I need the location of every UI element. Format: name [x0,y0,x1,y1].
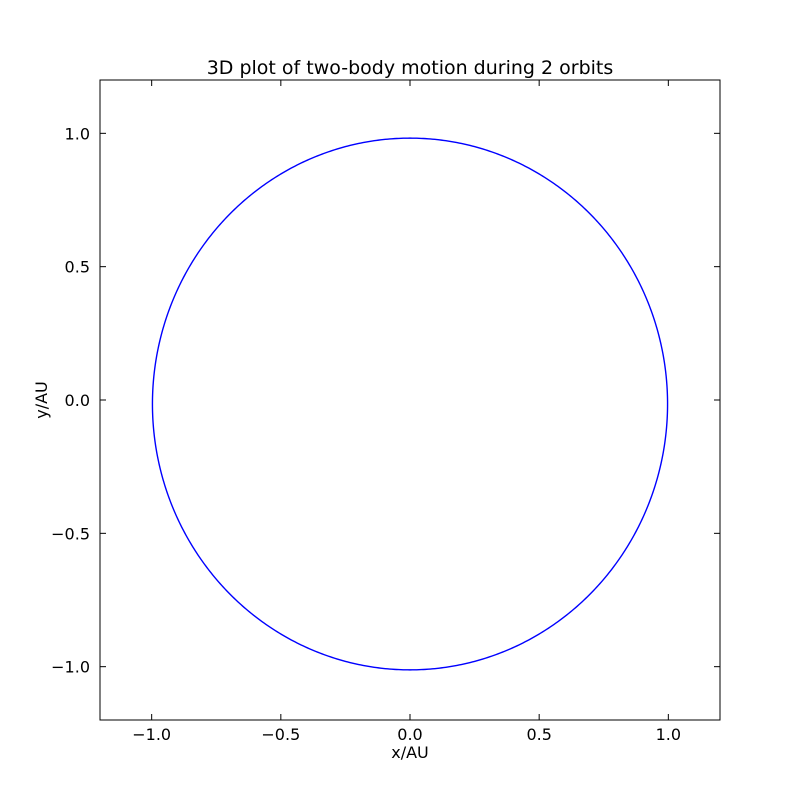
series-layer [151,137,669,671]
x-tick-label: −1.0 [132,725,171,744]
chart-title: 3D plot of two-body motion during 2 orbi… [207,57,614,79]
x-tick-label: 0.0 [397,725,422,744]
y-tick-label: 0.5 [65,258,90,277]
y-tick-label: −1.0 [51,658,90,677]
y-tick-label: 1.0 [65,124,90,143]
x-axis-label: x/AU [391,743,429,762]
y-axis-label: y/AU [32,381,51,419]
axis-ticks [100,80,720,720]
axis-tick-labels: −1.0 −0.5 0.0 0.5 1.0 −1.0 −0.5 0.0 0.5 1.0 [51,124,681,744]
x-tick-label: 1.0 [656,725,681,744]
x-tick-label: 0.5 [526,725,551,744]
plot-frame [99,79,721,721]
y-tick-label: −0.5 [51,524,90,543]
y-tick-label: 0.0 [65,391,90,410]
orbit-line [151,137,669,671]
x-tick-label: −0.5 [261,725,300,744]
